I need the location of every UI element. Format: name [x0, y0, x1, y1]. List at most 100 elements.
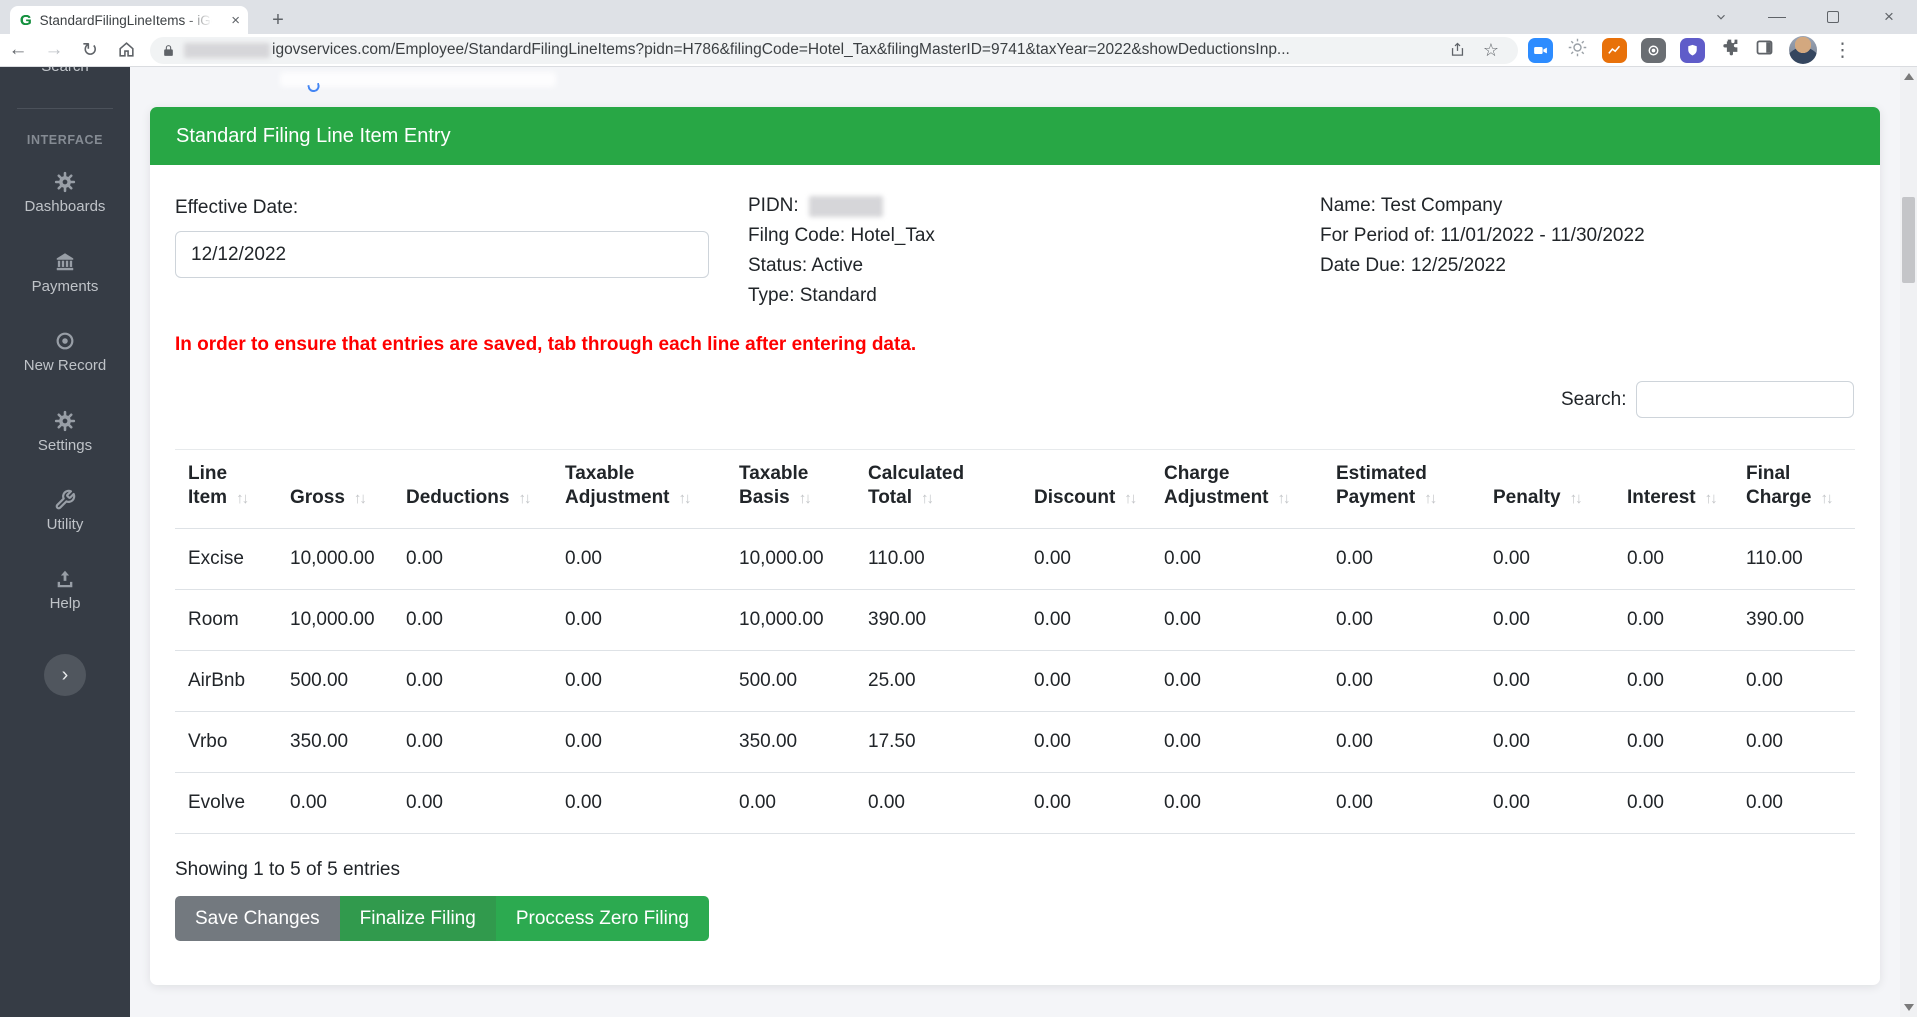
value-cell[interactable]: 0.00: [1733, 772, 1855, 834]
value-cell[interactable]: 0.00: [1480, 772, 1614, 834]
gray-extension-icon[interactable]: [1641, 37, 1666, 63]
value-cell[interactable]: 0.00: [1614, 650, 1733, 712]
value-cell[interactable]: 0.00: [1614, 589, 1733, 651]
value-cell[interactable]: 0.00: [1614, 528, 1733, 590]
value-cell[interactable]: 0.00: [1733, 650, 1855, 712]
sidebar-item-new-record[interactable]: New Record: [0, 330, 130, 374]
value-cell[interactable]: 350.00: [277, 711, 393, 773]
save-changes-button[interactable]: Save Changes: [175, 896, 340, 941]
value-cell[interactable]: 350.00: [726, 711, 855, 773]
value-cell[interactable]: 0.00: [1323, 589, 1480, 651]
column-header-gross[interactable]: Gross ↑↓: [277, 449, 393, 529]
column-header-taxable-adjustment[interactable]: Taxable Adjustment ↑↓: [552, 449, 726, 529]
sidebar-item-utility[interactable]: Utility: [0, 489, 130, 533]
column-header-penalty[interactable]: Penalty ↑↓: [1480, 449, 1614, 529]
scrollbar-thumb[interactable]: [1902, 197, 1915, 283]
column-header-taxable-basis[interactable]: Taxable Basis ↑↓: [726, 449, 855, 529]
value-cell[interactable]: 0.00: [393, 711, 552, 773]
value-cell[interactable]: 390.00: [1733, 589, 1855, 651]
scrollbar-down-icon[interactable]: [1904, 1004, 1914, 1011]
finalize-filing-button[interactable]: Finalize Filing: [339, 896, 496, 941]
home-icon[interactable]: [108, 39, 144, 61]
share-icon[interactable]: [1440, 41, 1474, 59]
value-cell[interactable]: 0.00: [277, 772, 393, 834]
value-cell[interactable]: 390.00: [855, 589, 1021, 651]
value-cell[interactable]: 0.00: [393, 528, 552, 590]
value-cell[interactable]: 10,000.00: [726, 589, 855, 651]
value-cell[interactable]: 10,000.00: [726, 528, 855, 590]
side-panel-icon[interactable]: [1754, 37, 1775, 63]
sidebar-item-help[interactable]: Help: [0, 568, 130, 612]
profile-avatar[interactable]: [1789, 36, 1817, 64]
value-cell[interactable]: 0.00: [1480, 650, 1614, 712]
url-bar[interactable]: igovservices.com/Employee/StandardFiling…: [150, 36, 1518, 64]
zoom-extension-icon[interactable]: [1528, 37, 1553, 63]
value-cell[interactable]: 110.00: [855, 528, 1021, 590]
back-icon[interactable]: ←: [8, 39, 28, 60]
value-cell[interactable]: 110.00: [1733, 528, 1855, 590]
value-cell[interactable]: 0.00: [552, 589, 726, 651]
tab-search-chevron-icon[interactable]: [1693, 0, 1749, 34]
value-cell[interactable]: 0.00: [552, 650, 726, 712]
column-header-estimated-payment[interactable]: Estimated Payment ↑↓: [1323, 449, 1480, 529]
extensions-puzzle-icon[interactable]: [1719, 37, 1740, 63]
value-cell[interactable]: 0.00: [393, 589, 552, 651]
column-header-discount[interactable]: Discount ↑↓: [1021, 449, 1151, 529]
chart-extension-icon[interactable]: [1602, 37, 1627, 63]
sidebar-item-dashboards[interactable]: Dashboards: [0, 171, 130, 215]
value-cell[interactable]: 17.50: [855, 711, 1021, 773]
value-cell[interactable]: 0.00: [1733, 711, 1855, 773]
new-tab-button[interactable]: +: [272, 8, 284, 31]
value-cell[interactable]: 0.00: [1323, 528, 1480, 590]
column-header-deductions[interactable]: Deductions ↑↓: [393, 449, 552, 529]
value-cell[interactable]: 0.00: [1151, 711, 1323, 773]
value-cell[interactable]: 25.00: [855, 650, 1021, 712]
value-cell[interactable]: 10,000.00: [277, 528, 393, 590]
search-input[interactable]: [1636, 381, 1855, 418]
value-cell[interactable]: 0.00: [1323, 711, 1480, 773]
column-header-calculated-total[interactable]: Calculated Total ↑↓: [855, 449, 1021, 529]
value-cell[interactable]: 0.00: [726, 772, 855, 834]
close-window-button[interactable]: ×: [1884, 7, 1894, 26]
value-cell[interactable]: 500.00: [277, 650, 393, 712]
value-cell[interactable]: 0.00: [1021, 650, 1151, 712]
value-cell[interactable]: 0.00: [1480, 589, 1614, 651]
value-cell[interactable]: 0.00: [1480, 528, 1614, 590]
value-cell[interactable]: 0.00: [393, 772, 552, 834]
sidebar-item-search[interactable]: Search: [0, 67, 130, 75]
value-cell[interactable]: 0.00: [1151, 650, 1323, 712]
column-header-final-charge[interactable]: Final Charge ↑↓: [1733, 449, 1855, 529]
value-cell[interactable]: 0.00: [1614, 772, 1733, 834]
sidebar-toggle-button[interactable]: ›: [44, 654, 86, 696]
value-cell[interactable]: 0.00: [1614, 711, 1733, 773]
proccess-zero-filing-button[interactable]: Proccess Zero Filing: [495, 896, 709, 941]
sidebar-item-settings[interactable]: Settings: [0, 410, 130, 454]
column-header-line-item[interactable]: Line Item ↑↓: [175, 449, 277, 529]
shield-extension-icon[interactable]: [1680, 37, 1705, 63]
value-cell[interactable]: 0.00: [1021, 772, 1151, 834]
column-header-interest[interactable]: Interest ↑↓: [1614, 449, 1733, 529]
value-cell[interactable]: 0.00: [1151, 528, 1323, 590]
scrollbar-up-icon[interactable]: [1904, 73, 1914, 80]
value-cell[interactable]: 0.00: [1151, 589, 1323, 651]
value-cell[interactable]: 0.00: [393, 650, 552, 712]
browser-tab[interactable]: G StandardFilingLineItems - iGovSe ×: [10, 6, 248, 34]
minimize-button[interactable]: [1749, 0, 1805, 34]
page-scrollbar[interactable]: [1900, 67, 1917, 1017]
refresh-icon[interactable]: ↻: [82, 39, 98, 61]
value-cell[interactable]: 0.00: [1021, 528, 1151, 590]
value-cell[interactable]: 500.00: [726, 650, 855, 712]
value-cell[interactable]: 0.00: [552, 711, 726, 773]
sidebar-item-payments[interactable]: Payments: [0, 251, 130, 295]
effective-date-input[interactable]: [175, 231, 709, 278]
bookmark-star-icon[interactable]: ☆: [1482, 39, 1500, 60]
value-cell[interactable]: 0.00: [552, 528, 726, 590]
forward-icon[interactable]: →: [44, 39, 64, 60]
sun-extension-icon[interactable]: [1567, 37, 1588, 63]
value-cell[interactable]: 0.00: [1021, 589, 1151, 651]
value-cell[interactable]: 0.00: [552, 772, 726, 834]
browser-menu-icon[interactable]: ⋮: [1833, 39, 1852, 61]
maximize-button[interactable]: [1805, 0, 1861, 34]
column-header-charge-adjustment[interactable]: Charge Adjustment ↑↓: [1151, 449, 1323, 529]
value-cell[interactable]: 0.00: [1021, 711, 1151, 773]
